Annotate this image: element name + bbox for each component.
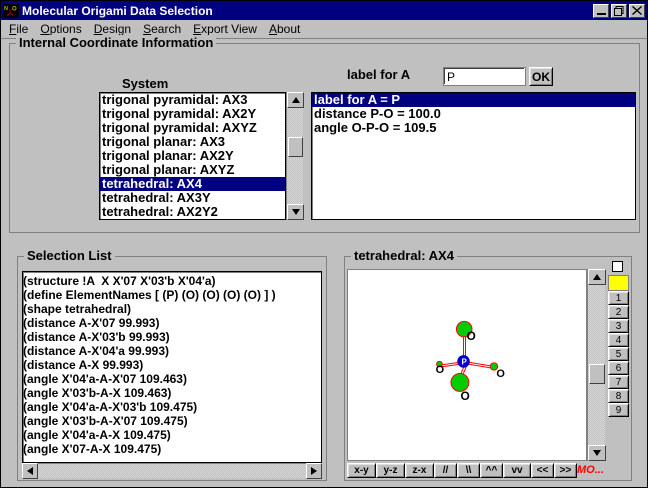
svg-text:O: O — [496, 368, 505, 380]
svg-text:O: O — [12, 6, 17, 12]
svg-text:N: N — [4, 6, 8, 12]
svg-text:O: O — [461, 389, 470, 403]
svg-text:O: O — [467, 329, 476, 343]
svg-text:P: P — [462, 358, 468, 367]
svg-text:O: O — [436, 364, 445, 376]
